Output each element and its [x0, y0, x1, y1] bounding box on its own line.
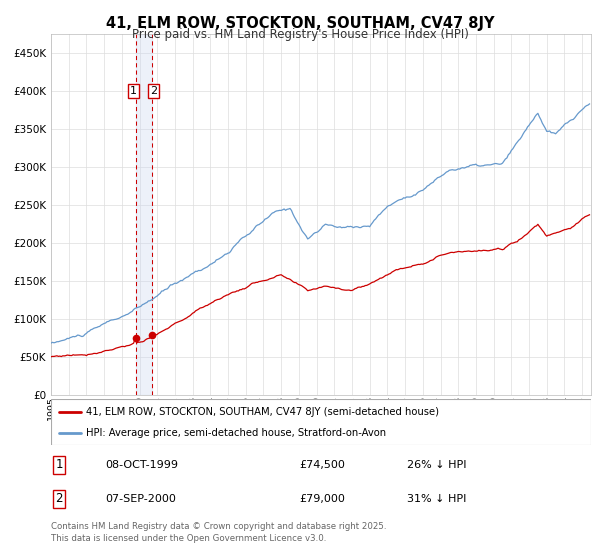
Text: 1: 1 [130, 86, 137, 96]
Text: 07-SEP-2000: 07-SEP-2000 [105, 494, 176, 504]
Text: Contains HM Land Registry data © Crown copyright and database right 2025.
This d: Contains HM Land Registry data © Crown c… [51, 522, 386, 543]
Text: 41, ELM ROW, STOCKTON, SOUTHAM, CV47 8JY: 41, ELM ROW, STOCKTON, SOUTHAM, CV47 8JY [106, 16, 494, 31]
Text: HPI: Average price, semi-detached house, Stratford-on-Avon: HPI: Average price, semi-detached house,… [86, 428, 386, 438]
Text: 1: 1 [55, 458, 63, 471]
Text: 26% ↓ HPI: 26% ↓ HPI [407, 460, 467, 470]
Text: 2: 2 [151, 86, 157, 96]
Text: 08-OCT-1999: 08-OCT-1999 [105, 460, 178, 470]
Bar [136, 34, 152, 395]
Text: 41, ELM ROW, STOCKTON, SOUTHAM, CV47 8JY (semi-detached house): 41, ELM ROW, STOCKTON, SOUTHAM, CV47 8JY… [86, 407, 439, 417]
Text: 2: 2 [55, 492, 63, 505]
Text: 31% ↓ HPI: 31% ↓ HPI [407, 494, 467, 504]
Text: Price paid vs. HM Land Registry's House Price Index (HPI): Price paid vs. HM Land Registry's House … [131, 28, 469, 41]
Text: £74,500: £74,500 [299, 460, 345, 470]
Text: £79,000: £79,000 [299, 494, 345, 504]
